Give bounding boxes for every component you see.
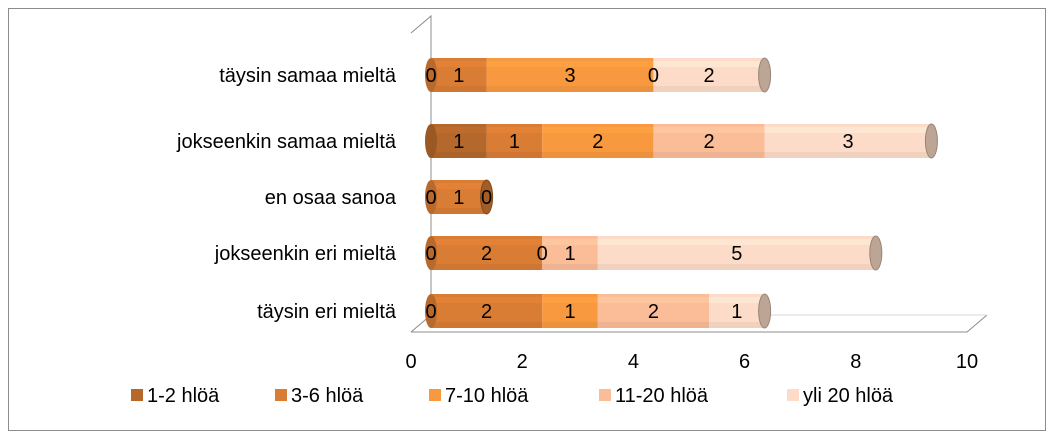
x-tick-label: 0: [405, 351, 416, 373]
data-label-3-6-hlöä: 2: [481, 301, 492, 323]
bar-shadow: [653, 152, 765, 158]
bar-highlight: [542, 297, 598, 303]
x-tick-label: 10: [956, 351, 978, 373]
data-label-3-6-hlöä: 1: [453, 187, 464, 209]
bar-left-cap: [425, 180, 437, 214]
bar-shadow: [431, 208, 487, 214]
legend-label-3-6-hlöä: 3-6 hlöä: [291, 385, 364, 407]
legend-swatch-7-10-hlöä: [429, 389, 441, 401]
bar-shadow: [542, 152, 654, 158]
chart-bars: [425, 57, 938, 329]
back-wall: [410, 14, 432, 333]
bar-highlight: [486, 127, 543, 133]
data-label-11-20-hlöä: 2: [648, 301, 659, 323]
data-label-3-6-hlöä: 1: [509, 131, 520, 153]
data-label-yli-20-hlöä: 5: [731, 243, 742, 265]
data-label-11-20-hlöä: 0: [648, 65, 659, 87]
bar-highlight: [431, 61, 487, 67]
data-label-11-20-hlöä: 1: [564, 243, 575, 265]
category-label-jokseenkin-samaa-mieltä: jokseenkin samaa mieltä: [176, 131, 397, 153]
legend-label-11-20-hlöä: 11-20 hlöä: [615, 385, 709, 407]
legend-swatch-yli-20-hlöä: [787, 389, 799, 401]
x-tick-label: 4: [628, 351, 639, 373]
bar-highlight: [653, 61, 765, 67]
data-label-7-10-hlöä: 1: [564, 301, 575, 323]
data-label-7-10-hlöä: 0: [481, 187, 492, 209]
data-label-yli-20-hlöä: 2: [703, 65, 714, 87]
bar-shadow: [542, 264, 598, 270]
bar-end-cap: [869, 235, 883, 271]
category-label-jokseenkin-eri-mieltä: jokseenkin eri mieltä: [214, 243, 397, 265]
bar-highlight: [709, 297, 765, 303]
bar-end-cap: [758, 57, 772, 93]
data-label-1-2-hlöä: 0: [425, 187, 436, 209]
bar-highlight: [542, 127, 654, 133]
legend-label-1-2-hlöä: 1-2 hlöä: [147, 385, 220, 407]
bar-shadow: [431, 86, 487, 92]
data-label-11-20-hlöä: 2: [703, 131, 714, 153]
x-tick-label: 8: [850, 351, 861, 373]
data-label-7-10-hlöä: 3: [564, 65, 575, 87]
bar-end-cap: [924, 123, 938, 159]
bar-highlight: [431, 239, 543, 245]
legend-swatch-1-2-hlöä: [131, 389, 143, 401]
data-label-1-2-hlöä: 0: [425, 243, 436, 265]
bar-shadow: [431, 322, 543, 328]
x-tick-label: 2: [517, 351, 528, 373]
bar-shadow: [431, 152, 487, 158]
bar-left-cap: [425, 58, 437, 92]
bar-left-cap: [425, 124, 437, 158]
data-label-3-6-hlöä: 1: [453, 65, 464, 87]
x-tick-label: 6: [739, 351, 750, 373]
category-label-en-osaa-sanoa: en osaa sanoa: [265, 187, 397, 209]
data-label-1-2-hlöä: 0: [425, 65, 436, 87]
legend-label-yli-20-hlöä: yli 20 hlöä: [803, 385, 894, 407]
bar-left-cap: [425, 236, 437, 270]
category-label-täysin-samaa-mieltä: täysin samaa mieltä: [219, 65, 397, 87]
category-label-täysin-eri-mieltä: täysin eri mieltä: [257, 301, 397, 323]
bar-highlight: [653, 127, 765, 133]
floor-edge: [411, 314, 988, 333]
bar-end-cap: [480, 179, 494, 215]
bar-shadow: [597, 264, 876, 270]
data-label-3-6-hlöä: 2: [481, 243, 492, 265]
bar-end-cap: [758, 293, 772, 329]
bar-highlight: [597, 297, 709, 303]
bar-highlight: [764, 127, 932, 133]
bar-highlight: [486, 61, 654, 67]
chart-legend: 1-2 hlöä 3-6 hlöä 7-10 hlöä 11-20 hlöä yli 2…: [131, 385, 894, 407]
bar-left-cap: [425, 294, 437, 328]
bar-shadow: [764, 152, 932, 158]
bar-highlight: [431, 127, 487, 133]
bar-shadow: [597, 322, 709, 328]
bar-shadow: [709, 322, 765, 328]
bar-highlight: [431, 183, 487, 189]
bar-shadow: [486, 152, 543, 158]
bar-shadow: [431, 264, 543, 270]
bar-highlight: [542, 239, 598, 245]
data-label-1-2-hlöä: 0: [425, 301, 436, 323]
bar-highlight: [431, 297, 543, 303]
bar-shadow: [653, 86, 765, 92]
bar-shadow: [542, 322, 598, 328]
data-label-yli-20-hlöä: 1: [731, 301, 742, 323]
bar-highlight: [597, 239, 876, 245]
data-label-1-2-hlöä: 1: [453, 131, 464, 153]
bar-shadow: [486, 86, 654, 92]
data-label-yli-20-hlöä: 3: [842, 131, 853, 153]
legend-label-7-10-hlöä: 7-10 hlöä: [445, 385, 529, 407]
data-label-7-10-hlöä: 2: [592, 131, 603, 153]
legend-swatch-3-6-hlöä: [275, 389, 287, 401]
legend-swatch-11-20-hlöä: [599, 389, 611, 401]
data-label-7-10-hlöä: 0: [537, 243, 548, 265]
